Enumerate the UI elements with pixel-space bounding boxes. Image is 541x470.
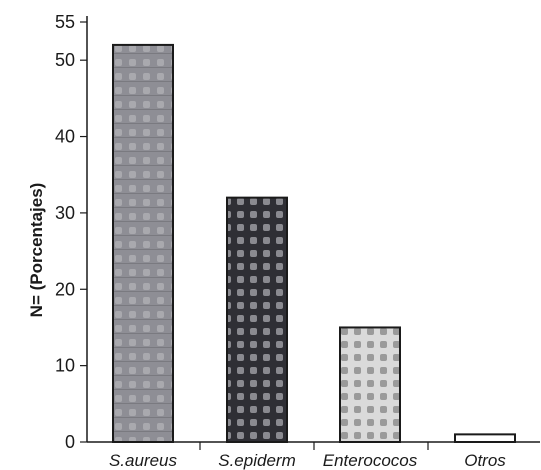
x-category-label: Otros [464,451,506,470]
bar-s-aureus [112,43,174,444]
y-tick-label: 0 [65,432,75,452]
x-category-label: Enterococos [323,451,418,470]
y-tick-label: 10 [55,356,75,376]
x-category-label: S.aureus [109,451,178,470]
bar-s-epiderm [226,196,288,443]
bar-enterococos [339,326,401,444]
y-tick-label: 20 [55,279,75,299]
bar-otros [454,433,516,444]
y-axis-title: N= (Porcentajes) [27,183,46,318]
y-tick-label: 30 [55,203,75,223]
y-tick-label: 50 [55,50,75,70]
y-tick-label: 55 [55,12,75,32]
y-tick-label: 40 [55,127,75,147]
x-category-label: S.epiderm [218,451,295,470]
